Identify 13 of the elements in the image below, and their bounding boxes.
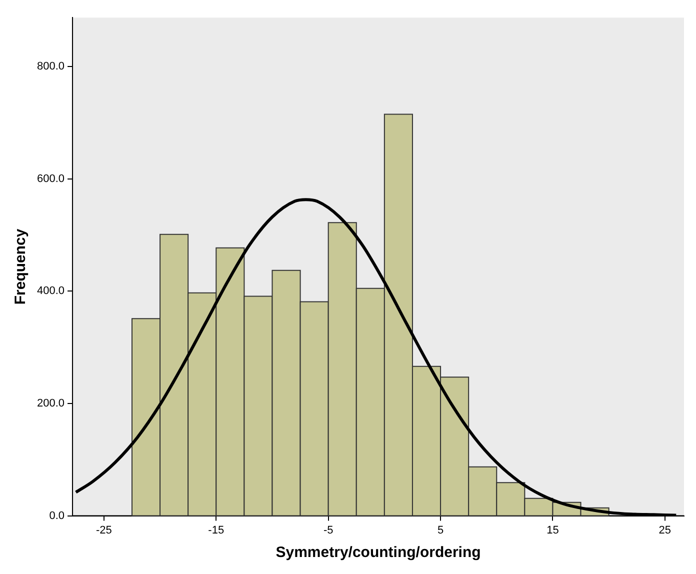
x-tick-label: -15	[208, 524, 224, 536]
x-axis-title: Symmetry/counting/ordering	[276, 544, 481, 562]
y-tick-label: 600.0	[36, 172, 65, 185]
y-tick-label: 400.0	[36, 285, 65, 298]
x-tick-label: 25	[658, 524, 672, 536]
y-tick-label: 0.0	[49, 510, 65, 522]
y-tick-label: 800.0	[36, 60, 65, 72]
y-axis-title: Frequency	[12, 228, 30, 305]
y-tick-label: 200.0	[36, 398, 65, 410]
x-tick-label: -25	[96, 524, 112, 536]
x-tick-label: -5	[323, 524, 334, 536]
x-tick-label: 15	[546, 524, 559, 536]
x-tick-label: 5	[437, 524, 444, 536]
